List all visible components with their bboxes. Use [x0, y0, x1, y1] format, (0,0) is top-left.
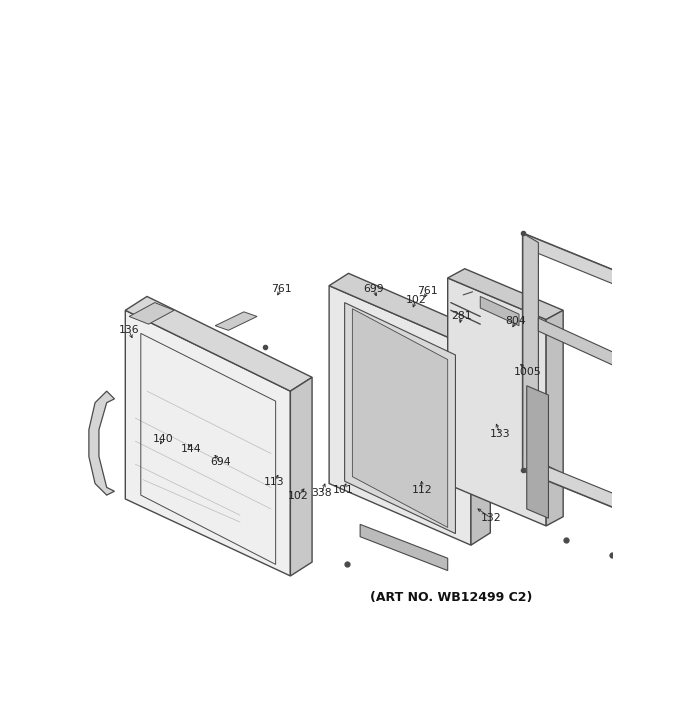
Polygon shape [480, 297, 519, 326]
Polygon shape [546, 310, 563, 526]
Polygon shape [290, 377, 312, 576]
Text: 699: 699 [364, 284, 384, 294]
Text: 338: 338 [311, 489, 331, 498]
Text: (ART NO. WB12499 C2): (ART NO. WB12499 C2) [370, 592, 532, 605]
Text: 761: 761 [271, 284, 291, 294]
Polygon shape [665, 297, 678, 534]
Polygon shape [527, 386, 549, 518]
Polygon shape [523, 457, 678, 534]
Polygon shape [447, 269, 563, 320]
Text: 102: 102 [288, 491, 309, 501]
Polygon shape [675, 437, 680, 466]
Polygon shape [215, 312, 257, 331]
Text: 804: 804 [506, 317, 526, 326]
Text: 113: 113 [263, 477, 284, 487]
Text: 133: 133 [490, 429, 511, 439]
Text: 140: 140 [152, 434, 173, 444]
Text: 761: 761 [418, 286, 438, 296]
Polygon shape [345, 302, 456, 534]
Polygon shape [471, 335, 490, 545]
Polygon shape [329, 286, 471, 545]
Text: 694: 694 [211, 457, 231, 467]
Polygon shape [447, 278, 546, 526]
Polygon shape [89, 392, 114, 495]
Polygon shape [523, 233, 678, 310]
Polygon shape [539, 318, 665, 389]
Polygon shape [329, 273, 490, 347]
Text: 136: 136 [118, 325, 139, 335]
Polygon shape [129, 302, 174, 324]
Polygon shape [125, 310, 290, 576]
Polygon shape [675, 355, 680, 384]
Text: 102: 102 [405, 295, 426, 305]
Text: 144: 144 [181, 444, 202, 454]
Polygon shape [360, 524, 447, 571]
Text: 112: 112 [412, 485, 432, 495]
Polygon shape [352, 309, 447, 528]
Text: 101: 101 [333, 485, 354, 495]
Text: 132: 132 [481, 513, 501, 523]
Text: 281: 281 [452, 311, 472, 321]
Polygon shape [523, 233, 539, 471]
Text: 1005: 1005 [514, 367, 541, 377]
Polygon shape [125, 297, 312, 392]
